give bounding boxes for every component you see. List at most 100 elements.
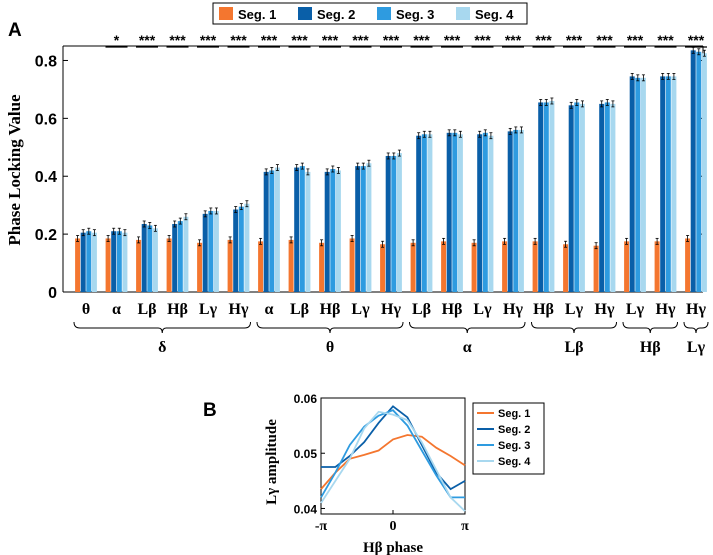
panel-a-x-labels: θ α Lβ Hβ Lγ Hγ α Lβ Hβ Lγ Hγ Lβ Hβ Lγ Hγ Hβ Lγ Hγ Lγ Hγ Hγ (82, 301, 707, 318)
group-brace (409, 321, 526, 334)
a-category-label: Lγ (351, 301, 370, 318)
panel-a-legend: Seg. 1 Seg. 2 Seg. 3 Seg. 4 (212, 2, 528, 25)
panel-a-ylabel: Phase Locking Value (5, 94, 24, 246)
bar-seg1-15 (532, 241, 538, 292)
b-ytick-label: 0.05 (294, 447, 318, 461)
significance-mark: *** (444, 32, 461, 48)
significance-mark: *** (352, 32, 369, 48)
legend-swatch-seg3 (377, 7, 391, 20)
group-brace (256, 321, 404, 334)
bar-seg4-2 (152, 228, 158, 292)
bar-seg3-8 (330, 169, 336, 292)
bar-seg2-12 (446, 132, 452, 292)
significance-mark: *** (383, 32, 400, 48)
bar-seg3-18 (635, 77, 641, 292)
a-ytick-label: 0.6 (35, 111, 57, 128)
bar-seg1-8 (319, 242, 325, 292)
group-label: Lγ (687, 339, 706, 356)
bar-seg2-6 (263, 171, 269, 292)
group-brace (622, 321, 678, 334)
bar-seg4-18 (640, 77, 646, 292)
group-brace (531, 321, 617, 334)
bar-seg3-3 (177, 221, 183, 292)
legend-box (212, 2, 528, 25)
bar-seg3-4 (208, 210, 214, 292)
group-brace (683, 321, 709, 334)
significance-mark: * (114, 32, 120, 48)
b-line-seg1 (320, 434, 466, 490)
bar-seg2-13 (477, 134, 483, 292)
bar-seg3-9 (360, 166, 366, 292)
bar-seg1-4 (197, 242, 203, 292)
a-category-label: Lγ (199, 301, 218, 318)
bar-seg4-14 (518, 129, 524, 292)
legend-swatch-seg4 (456, 7, 470, 20)
significance-mark: *** (657, 32, 674, 48)
b-xtick-label: -π (315, 519, 328, 534)
a-category-label: Lβ (290, 301, 309, 318)
significance-mark: *** (169, 32, 186, 48)
bar-seg2-20 (690, 50, 696, 293)
significance-mark: *** (566, 32, 583, 48)
significance-mark: *** (474, 32, 491, 48)
a-category-label: Hγ (686, 301, 706, 318)
bar-seg4-11 (427, 134, 433, 292)
b-legend-label-seg3: Seg. 3 (498, 440, 530, 452)
bar-seg1-11 (410, 242, 416, 292)
significance-mark: *** (688, 32, 705, 48)
bar-seg4-9 (366, 163, 372, 292)
b-line-seg3 (320, 409, 465, 499)
b-line-seg4 (320, 410, 466, 512)
a-ytick-label: 0.8 (35, 53, 57, 70)
bar-seg4-15 (549, 100, 555, 292)
group-label: Lβ (564, 339, 583, 356)
bar-seg1-12 (441, 241, 447, 292)
group-label: Hβ (640, 339, 661, 356)
legend-label-seg4: Seg. 4 (475, 7, 514, 22)
bar-seg2-7 (294, 167, 300, 292)
b-ytick-label: 0.06 (294, 392, 318, 406)
bar-seg1-10 (380, 244, 386, 292)
a-category-label: α (265, 301, 274, 318)
bar-seg2-11 (416, 135, 422, 292)
a-category-label: α (112, 301, 121, 318)
bar-seg3-5 (238, 206, 244, 292)
bar-seg1-14 (502, 241, 508, 292)
bar-seg4-0 (91, 232, 97, 292)
significance-mark: *** (505, 32, 522, 48)
a-category-label: Hγ (503, 301, 523, 318)
bar-seg3-11 (421, 134, 427, 292)
significance-mark: *** (596, 32, 613, 48)
panel-a-label: A (8, 20, 22, 41)
a-ytick-label: 0 (48, 285, 57, 302)
bar-seg3-20 (696, 51, 702, 292)
bar-seg2-18 (629, 76, 635, 292)
bar-seg3-13 (482, 132, 488, 292)
bar-seg1-16 (563, 244, 569, 292)
bar-seg3-0 (86, 231, 92, 292)
panel-a-significance: * *** *** *** *** *** *** *** *** *** *** *** *** ***… (105, 32, 707, 48)
bar-seg1-6 (258, 241, 264, 292)
a-category-label: Hβ (533, 301, 554, 318)
b-legend-label-seg1: Seg. 1 (498, 408, 530, 420)
bar-seg1-9 (349, 238, 355, 292)
bar-seg4-4 (213, 210, 219, 292)
bar-seg2-2 (141, 223, 147, 292)
a-category-label: Hβ (320, 301, 341, 318)
panel-b-label: B (203, 400, 217, 421)
bar-seg2-5 (233, 209, 239, 292)
significance-mark: *** (261, 32, 278, 48)
bar-seg4-10 (396, 153, 402, 292)
a-category-label: Lγ (565, 301, 584, 318)
group-label: θ (326, 339, 334, 356)
bar-seg3-14 (513, 129, 519, 292)
bar-seg4-13 (488, 135, 494, 292)
bar-seg1-0 (75, 238, 81, 292)
bar-seg4-19 (671, 76, 677, 292)
bar-seg2-10 (385, 155, 391, 292)
panel-a-bars (75, 46, 707, 293)
bar-seg3-19 (665, 76, 671, 292)
a-ytick-label: 0.2 (35, 227, 57, 244)
bar-seg1-7 (288, 239, 294, 292)
